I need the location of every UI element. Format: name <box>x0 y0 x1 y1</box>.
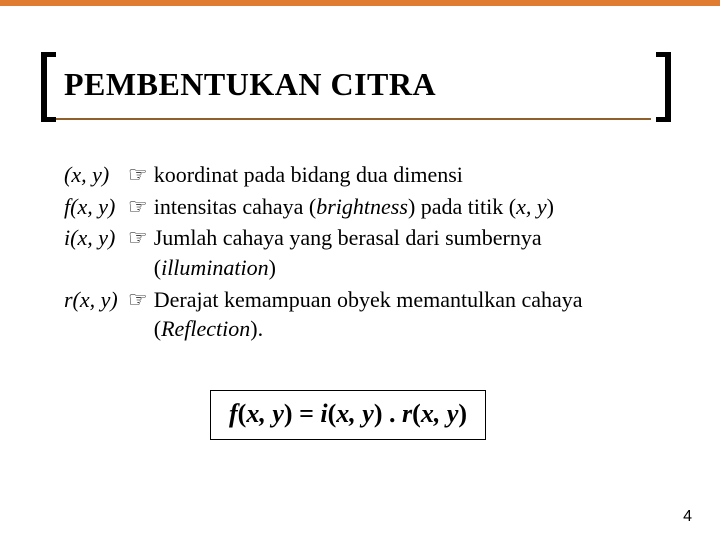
definition-row: r(x, y)☞Derajat kemampuan obyek memantul… <box>64 285 654 346</box>
definition-text: Derajat kemampuan obyek memantulkan caha… <box>154 285 654 346</box>
definition-row: i(x, y)☞Jumlah cahaya yang berasal dari … <box>64 223 654 284</box>
title-block: PEMBENTUKAN CITRA <box>46 56 666 126</box>
definition-list: (x, y)☞koordinat pada bidang dua dimensi… <box>64 160 654 346</box>
pointing-hand-icon: ☞ <box>128 160 154 192</box>
slide: PEMBENTUKAN CITRA (x, y)☞koordinat pada … <box>0 0 720 540</box>
definition-text: Jumlah cahaya yang berasal dari sumberny… <box>154 223 654 284</box>
bracket-right-icon <box>650 52 672 122</box>
bracket-left-icon <box>40 52 62 122</box>
definition-row: f(x, y)☞intensitas cahaya (brightness) p… <box>64 192 654 224</box>
pointing-hand-icon: ☞ <box>128 223 154 284</box>
definition-variable: r(x, y) <box>64 285 128 346</box>
title-underline <box>56 118 651 120</box>
formula-box: f(x, y) = i(x, y) . r(x, y) <box>210 390 486 440</box>
formula-text: f(x, y) = i(x, y) . r(x, y) <box>229 399 467 428</box>
definition-text: intensitas cahaya (brightness) pada titi… <box>154 192 654 224</box>
pointing-hand-icon: ☞ <box>128 192 154 224</box>
definition-variable: (x, y) <box>64 160 128 192</box>
definition-text: koordinat pada bidang dua dimensi <box>154 160 654 192</box>
definition-variable: f(x, y) <box>64 192 128 224</box>
accent-strip <box>0 0 720 6</box>
content-area: (x, y)☞koordinat pada bidang dua dimensi… <box>64 160 664 346</box>
definition-variable: i(x, y) <box>64 223 128 284</box>
definition-row: (x, y)☞koordinat pada bidang dua dimensi <box>64 160 654 192</box>
slide-title: PEMBENTUKAN CITRA <box>46 56 666 103</box>
pointing-hand-icon: ☞ <box>128 285 154 346</box>
page-number: 4 <box>683 508 692 526</box>
